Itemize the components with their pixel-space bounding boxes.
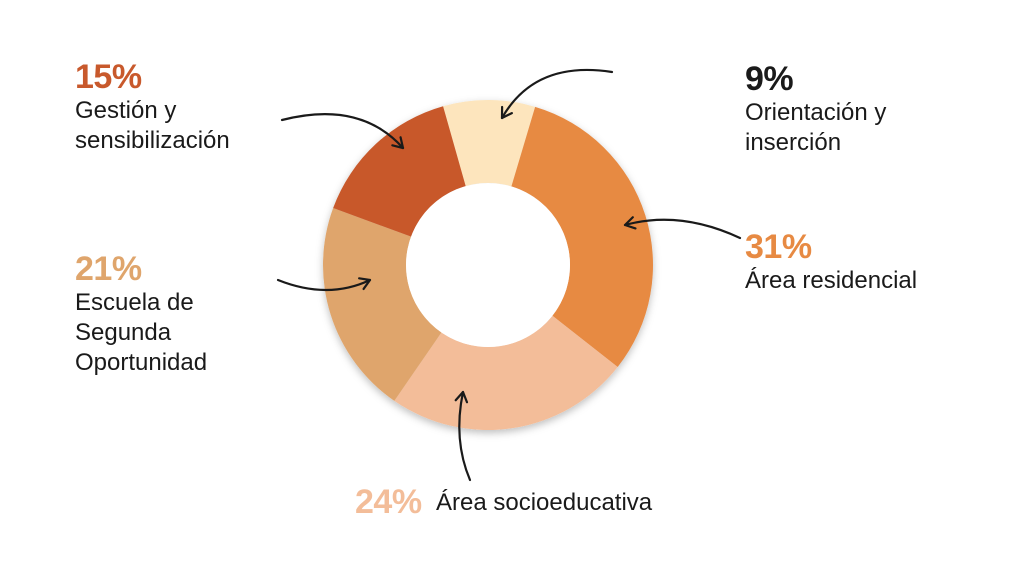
desc-gestion: Gestión ysensibilización — [75, 96, 230, 156]
pct-residencial: 31% — [745, 230, 917, 266]
label-orientacion: 9% Orientación yinserción — [745, 62, 886, 158]
label-residencial: 31% Área residencial — [745, 230, 917, 296]
desc-socioedu: Área socioeducativa — [436, 488, 652, 518]
label-escuela: 21% Escuela deSegundaOportunidad — [75, 252, 207, 378]
pct-gestion: 15% — [75, 60, 230, 96]
desc-escuela: Escuela deSegundaOportunidad — [75, 288, 207, 378]
pct-escuela: 21% — [75, 252, 207, 288]
label-socioedu: 24% Área socioeducativa — [355, 485, 652, 521]
donut-hole — [406, 183, 570, 347]
donut-chart-infographic: 9% Orientación yinserción 31% Área resid… — [0, 0, 1024, 564]
desc-orientacion: Orientación yinserción — [745, 98, 886, 158]
pct-orientacion: 9% — [745, 62, 886, 98]
label-gestion: 15% Gestión ysensibilización — [75, 60, 230, 156]
desc-residencial: Área residencial — [745, 266, 917, 296]
pct-socioedu: 24% — [355, 485, 422, 521]
